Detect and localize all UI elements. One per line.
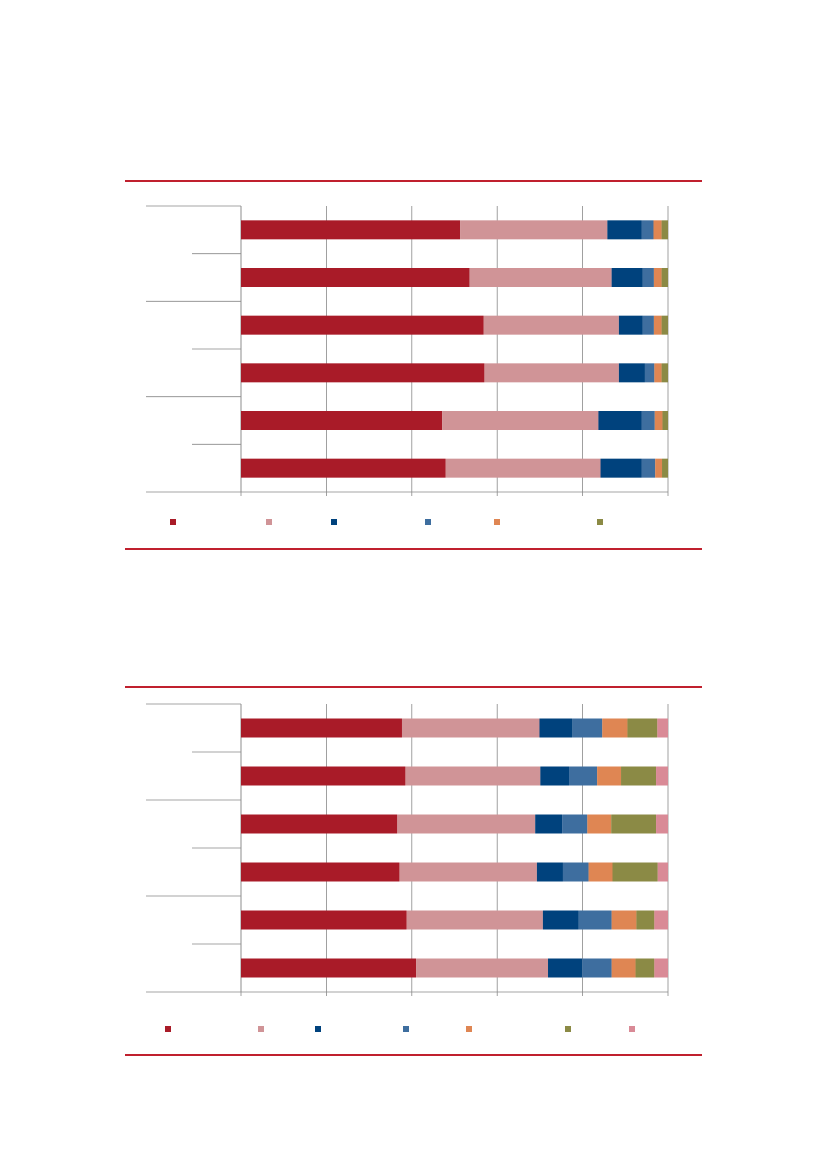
- bar-c0-s1: [460, 220, 608, 240]
- bar-c0-s0: [241, 718, 402, 738]
- bar-c4-s1: [406, 910, 543, 930]
- bar-c5-s2: [600, 458, 642, 478]
- bar-c4-s3: [578, 910, 612, 930]
- bar-c3-s5: [661, 363, 668, 383]
- legend-swatch-4: [494, 519, 500, 525]
- bar-c0-s4: [602, 718, 628, 738]
- bar-c2-s2: [535, 814, 563, 834]
- bar-c0-s0: [241, 220, 461, 240]
- bar-c2-s6: [656, 814, 668, 834]
- bar-c1-s3: [642, 268, 654, 287]
- bar-c1-s0: [241, 268, 470, 287]
- bar-c3-s0: [241, 862, 400, 882]
- chart2-top-rule: [125, 686, 702, 688]
- legend-swatch-2: [331, 519, 337, 525]
- bar-c3-s5: [612, 862, 658, 882]
- bar-c4-s2: [542, 910, 579, 930]
- bar-c2-s4: [653, 315, 662, 335]
- bar-c5-s5: [662, 458, 668, 478]
- legend-swatch-3: [403, 1026, 409, 1032]
- legend-swatch-1: [266, 519, 272, 525]
- bar-c3-s3: [644, 363, 655, 383]
- bar-c5-s4: [611, 958, 636, 978]
- bar-c1-s5: [661, 268, 668, 287]
- bar-c4-s2: [598, 411, 642, 430]
- bar-c0-s6: [657, 718, 668, 738]
- bar-c2-s1: [397, 814, 536, 834]
- bar-c2-s5: [661, 315, 668, 335]
- bar-c3-s1: [484, 363, 619, 383]
- bar-c3-s1: [399, 862, 537, 882]
- legend-swatch-0: [165, 1026, 171, 1032]
- bar-c4-s6: [654, 910, 668, 930]
- bar-c5-s3: [582, 958, 612, 978]
- bar-c5-s4: [655, 458, 663, 478]
- bar-c4-s1: [442, 411, 599, 430]
- bar-c1-s2: [611, 268, 643, 287]
- bar-c0-s3: [572, 718, 603, 738]
- bar-c5-s2: [548, 958, 583, 978]
- bar-c0-s3: [641, 220, 654, 240]
- bar-c1-s2: [540, 766, 570, 786]
- chart2-bottom-rule: [125, 1054, 702, 1056]
- bar-c3-s2: [536, 862, 563, 882]
- bar-c5-s0: [241, 458, 446, 478]
- legend-swatch-2: [315, 1026, 321, 1032]
- chart1-bottom-rule: [125, 548, 702, 550]
- bar-c5-s3: [641, 458, 656, 478]
- bar-c4-s0: [241, 411, 443, 430]
- legend-swatch-1: [258, 1026, 264, 1032]
- bar-c4-s3: [641, 411, 655, 430]
- bar-c1-s1: [469, 268, 612, 287]
- bar-c3-s0: [241, 363, 485, 383]
- bar-c0-s4: [653, 220, 662, 240]
- bar-c1-s6: [656, 766, 668, 786]
- bar-c4-s0: [241, 910, 407, 930]
- bar-c0-s1: [401, 718, 540, 738]
- bar-c2-s5: [611, 814, 657, 834]
- bar-c0-s2: [607, 220, 642, 240]
- bar-c2-s4: [587, 814, 612, 834]
- bar-c2-s2: [618, 315, 643, 335]
- bar-c5-s1: [445, 458, 601, 478]
- bar-c5-s0: [241, 958, 417, 978]
- bar-c3-s6: [657, 862, 668, 882]
- bar-c1-s4: [597, 766, 622, 786]
- bar-c0-s5: [627, 718, 658, 738]
- bar-c5-s5: [635, 958, 655, 978]
- bar-c2-s3: [642, 315, 654, 335]
- bar-c0-s2: [539, 718, 573, 738]
- bar-c4-s4: [611, 910, 637, 930]
- bar-c4-s5: [662, 411, 668, 430]
- bar-c1-s5: [621, 766, 657, 786]
- stacked-bar-chart-1: [146, 205, 669, 525]
- legend-swatch-5: [565, 1026, 571, 1032]
- bar-c0-s5: [661, 220, 668, 240]
- bar-c4-s4: [654, 411, 663, 430]
- bar-c1-s0: [241, 766, 406, 786]
- bar-c3-s4: [654, 363, 662, 383]
- legend-swatch-6: [629, 1026, 635, 1032]
- legend-swatch-5: [597, 519, 603, 525]
- bar-c5-s6: [654, 958, 668, 978]
- legend-swatch-3: [425, 519, 431, 525]
- chart1-top-rule: [125, 180, 702, 182]
- bar-c3-s3: [562, 862, 589, 882]
- bar-c3-s4: [588, 862, 613, 882]
- bar-c2-s3: [562, 814, 588, 834]
- bar-c4-s5: [636, 910, 655, 930]
- legend-swatch-0: [170, 519, 176, 525]
- bar-c3-s2: [618, 363, 645, 383]
- bar-c1-s4: [653, 268, 662, 287]
- bar-c1-s1: [405, 766, 541, 786]
- bar-c2-s0: [241, 814, 398, 834]
- bar-c5-s1: [416, 958, 549, 978]
- bar-c1-s3: [569, 766, 598, 786]
- bar-c2-s1: [483, 315, 619, 335]
- legend-swatch-4: [466, 1026, 472, 1032]
- bar-c2-s0: [241, 315, 484, 335]
